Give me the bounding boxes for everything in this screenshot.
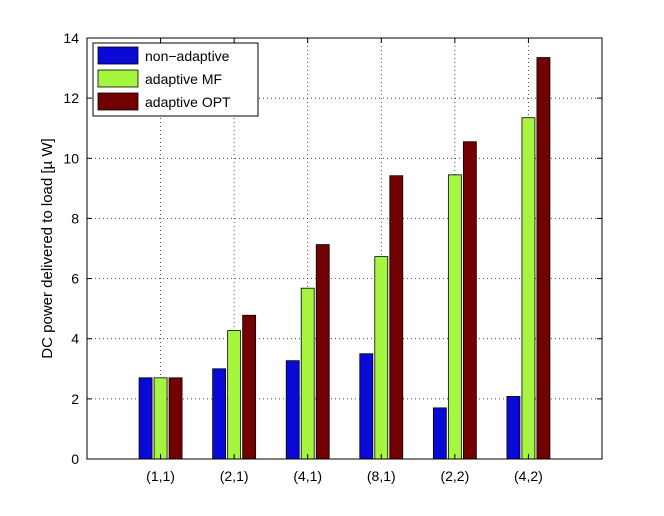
y-tick-label: 10 [63,150,79,166]
bar-adaptive-opt [315,244,330,460]
y-axis-label: DC power delivered to load [µ W] [39,138,56,358]
x-tick-label: (1,1) [146,468,175,484]
bar-adaptive-mf [300,287,315,460]
bar-non-adaptive [359,353,374,460]
bar-adaptive-opt [242,314,257,460]
y-tick-label: 14 [63,30,79,46]
bar-adaptive-mf [374,256,389,460]
legend-swatch [97,92,139,111]
legend-label: non−adaptive [145,48,230,64]
plot-area-frame [86,37,603,460]
y-tick-labels: 0 2 4 6 8 10 12 14 [63,30,79,467]
x-tick-label: (4,1) [293,468,322,484]
bar-non-adaptive [506,396,521,460]
x-tick-label: (2,2) [440,468,469,484]
bar-adaptive-opt [168,377,183,460]
y-tick-label: 0 [71,451,79,467]
y-tick-label: 8 [71,210,79,226]
y-tick-label: 2 [71,391,79,407]
bar-non-adaptive [285,360,300,460]
x-tick-label: (2,1) [220,468,249,484]
legend-label: adaptive OPT [145,94,231,110]
bar-adaptive-mf [447,174,462,460]
legend-swatch [97,69,139,88]
bar-adaptive-mf [153,377,168,460]
legend-swatch [97,46,139,65]
bar-adaptive-mf [227,330,242,460]
y-tick-label: 4 [71,331,79,347]
x-tick-labels: (1,1) (2,1) (4,1) (8,1) (2,2) (4,2) [146,468,543,484]
x-tick-label: (4,2) [514,468,543,484]
y-tick-label: 12 [63,90,79,106]
y-tick-label: 6 [71,271,79,287]
bar-non-adaptive [212,368,227,460]
bar-adaptive-opt [536,57,551,460]
bar-non-adaptive [432,407,447,460]
axis-ticks [87,37,602,460]
bar-adaptive-opt [389,175,404,460]
legend: non−adaptive adaptive MF adaptive OPT [92,42,259,117]
bar-non-adaptive [138,377,153,460]
bar-adaptive-opt [462,141,477,460]
bar-adaptive-mf [521,117,536,460]
legend-label: adaptive MF [145,71,222,87]
x-tick-label: (8,1) [367,468,396,484]
